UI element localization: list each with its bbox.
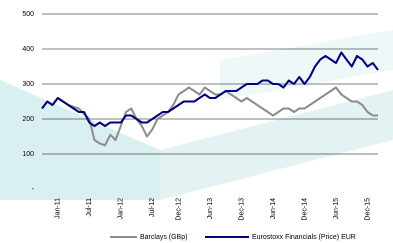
y-tick-label: 400 [22, 46, 34, 53]
x-tick-label: Dec-13 [238, 198, 245, 221]
chart: -100200300400500Jan-11Jul-11Jan-12Jul-12… [0, 0, 393, 243]
legend-label: Barclays (GBp) [140, 234, 187, 241]
x-tick-label: Jul-12 [149, 198, 156, 217]
watermark [0, 30, 393, 200]
y-tick-label: 500 [22, 11, 34, 18]
legend-label: Eurostoxx Financials (Price) EUR [252, 234, 356, 241]
y-tick-label: 300 [22, 81, 34, 88]
x-tick-label: Dec-15 [364, 198, 371, 221]
x-tick-label: Jan-12 [118, 198, 125, 220]
x-tick-label: Jan-11 [55, 198, 62, 219]
x-tick-label: Jun-13 [207, 198, 214, 220]
y-tick-label: 200 [22, 116, 34, 123]
x-tick-label: Dec-12 [175, 198, 182, 221]
x-tick-label: Jun-15 [333, 198, 340, 220]
x-tick-label: Jul-11 [86, 198, 93, 217]
y-tick-label: 100 [22, 151, 34, 158]
x-tick-label: Dec-14 [301, 198, 308, 221]
x-tick-label: Jun-14 [270, 198, 277, 220]
